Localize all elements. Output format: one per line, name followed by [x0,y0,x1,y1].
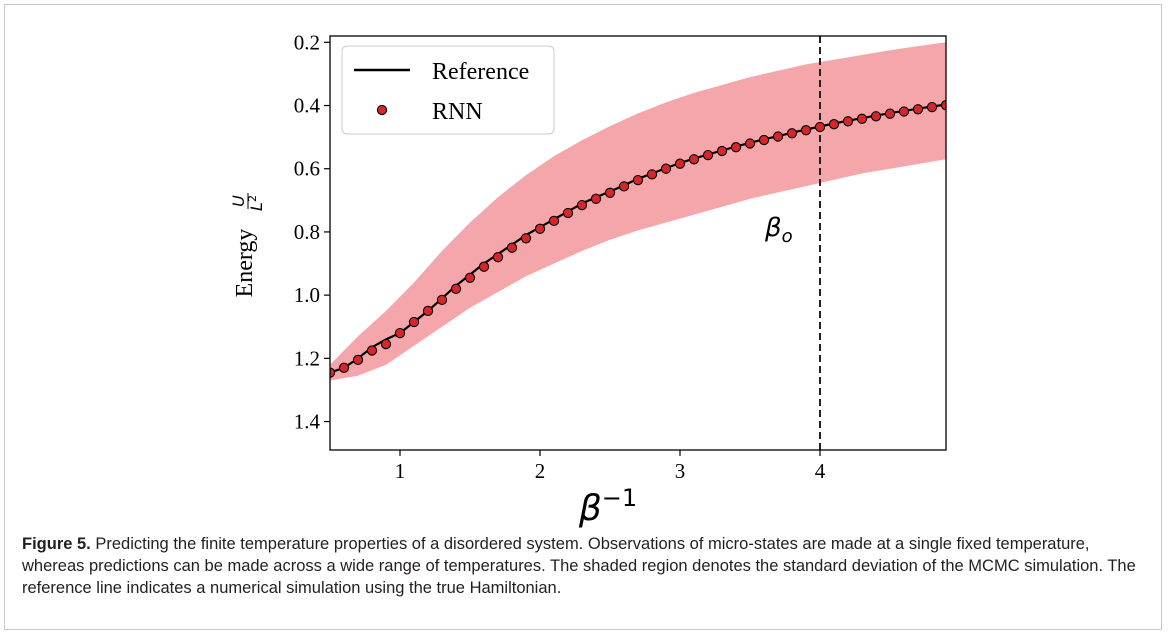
rnn-point [352,354,364,366]
y-label-energy: Energy [232,229,258,298]
y-tick-label: 0.4 [294,94,321,118]
rnn-point [450,283,462,294]
rnn-point [814,121,826,133]
figure-frame [4,4,1162,630]
y-label-denominator: L2 [246,195,266,211]
plot-area [330,36,946,450]
y-tick-label: 0.2 [294,30,320,54]
y-label-den-exponent: 2 [246,195,259,202]
rnn-point [912,104,924,115]
y-tick-label: 0.8 [294,220,320,244]
beta-o-label: βo [764,213,793,247]
rnn-point [492,252,504,263]
y-label-den-base: L [247,202,266,211]
rnn-point [828,119,840,130]
y-tick-label: 0.6 [294,157,320,181]
rnn-point [772,131,784,142]
legend-rnn-swatch [376,104,388,116]
rnn-point [548,215,560,227]
rnn-point [856,113,868,124]
rnn-point [506,242,518,253]
rnn-point [366,345,378,356]
x-tick-label: 4 [815,459,826,483]
rnn-point [716,145,728,157]
figure-caption: Figure 5. Predicting the finite temperat… [22,533,1142,599]
rnn-point [464,272,476,283]
rnn-point [898,106,910,117]
rnn-point [786,128,798,139]
axes-frame [329,35,947,451]
rnn-point [674,158,686,169]
y-axis-label: Energy U L2 [229,193,266,297]
std-deviation-band [330,42,946,381]
rnn-point [744,138,756,149]
y-tick-label: 1.0 [294,283,320,307]
rnn-point [758,134,770,146]
x-tick-label: 1 [395,459,406,483]
rnn-point [926,101,938,113]
y-tick-label: 1.4 [294,410,321,434]
rnn-point [576,199,588,211]
x-axis-label: β−1 [578,484,637,529]
rnn-point [338,362,350,373]
rnn-point [478,261,490,272]
rnn-point [632,174,644,186]
legend-box [341,45,555,135]
rnn-point [730,142,742,153]
rnn-point [394,327,406,339]
rnn-point [800,125,812,136]
legend-rnn-label: RNN [432,99,483,125]
x-label-beta: β [578,488,602,529]
rnn-point [688,154,700,165]
rnn-point [842,116,854,127]
caption-text: Predicting the finite temperature proper… [22,535,1136,597]
rnn-point [380,338,392,350]
rnn-point [422,305,434,317]
y-tick-label: 1.2 [294,346,320,370]
rnn-point [590,193,602,204]
rnn-point [618,181,630,192]
x-label-exponent: −1 [602,484,637,512]
rnn-point [330,367,336,378]
x-tick-label: 3 [675,459,686,483]
beta-o-symbol: β [764,213,782,243]
legend: Reference RNN [341,45,555,135]
rnn-point [520,233,532,244]
rnn-point [562,207,574,219]
rnn-point [660,163,672,174]
rnn-point [870,111,882,122]
rnn-point [884,108,896,119]
rnn-point [646,169,658,180]
legend-reference-label: Reference [432,59,529,85]
rnn-point [940,100,946,111]
rnn-point [534,223,546,234]
y-label-numerator: U [229,195,248,207]
rnn-point [436,294,448,306]
rnn-point [604,187,616,198]
x-tick-label: 2 [535,459,546,483]
rnn-point [702,149,714,161]
caption-label: Figure 5. [22,535,91,553]
rnn-point [408,316,420,328]
beta-o-subscript: o [782,226,793,247]
